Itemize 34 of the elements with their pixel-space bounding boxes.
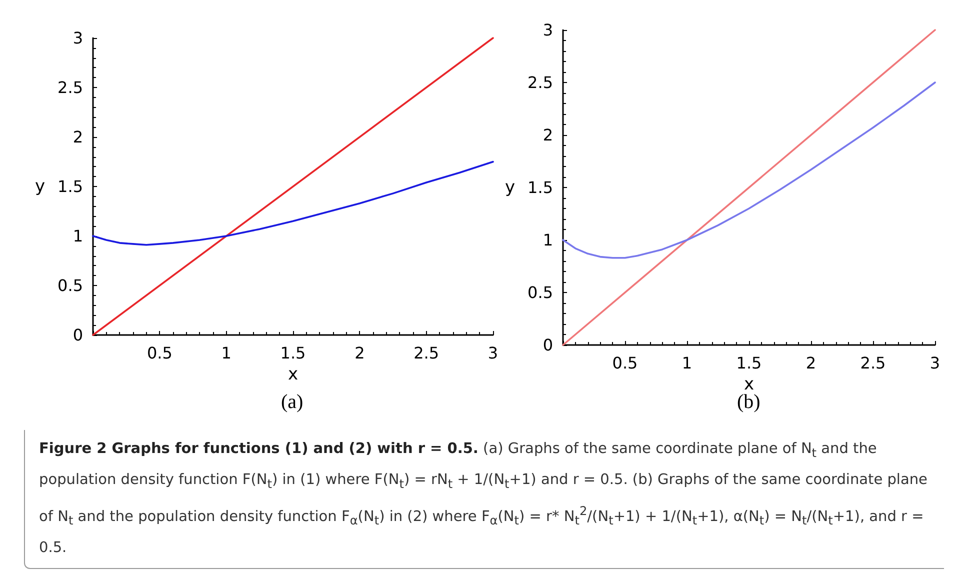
x-tick-label: 3 [930,354,940,372]
text: of N$_{t}$ and the population density function F$_{α}$(N$_{t}$) in (2) where F$_{α}$(N$_{t}$) = r* N$_{t}$$^{2}$/(N$_{t}$+1) + 1/(N$_{t}$+1), α(N$_{t}$) = N$_{t}$/(N$_{t}$+1), and r = 0.5. [39,504,924,556]
x-tick-label: 0.5 [612,354,638,372]
y-tick-label: 2.5 [528,73,553,92]
x-tick-label: 2 [354,344,365,362]
y-tick-label: 2 [72,128,83,146]
y-tick-label: 3 [542,20,553,40]
y-tick-label: 0.5 [58,276,83,295]
x-tick-label: 1 [682,354,692,372]
text: (a) [281,391,304,413]
x-tick-label: 3 [488,344,498,362]
y-tick-label: 1 [542,230,553,250]
y-axis-title: y [504,178,515,198]
caption: Figure 2 Graphs for functions (1) and (2) with r = 0.5. [39,441,478,457]
y-tick-label: 0.5 [528,283,553,302]
x-tick-label: 2 [806,354,816,372]
y-axis-title: y [34,176,45,196]
y-tick-label: 0 [542,336,553,354]
x-tick-label: 0.5 [146,344,172,362]
y-tick-label: 1.5 [528,178,553,197]
y-tick-label: 0 [72,326,83,344]
x-tick-label: 1 [221,344,232,362]
y-tick-label: 1 [72,226,83,246]
x-tick-label: 2.5 [860,354,886,372]
y-tick-label: 2 [542,126,553,144]
y-tick-label: 3 [72,28,83,48]
x-axis-title: x [288,364,298,384]
x-tick-label: 1.5 [736,354,762,372]
line-series [92,160,494,246]
y-tick-label: 2.5 [58,78,83,97]
x-tick-label: 1.5 [280,344,306,362]
x-tick-label: 2.5 [414,344,440,362]
y-tick-label: 1.5 [58,177,83,196]
line-series [562,82,936,259]
